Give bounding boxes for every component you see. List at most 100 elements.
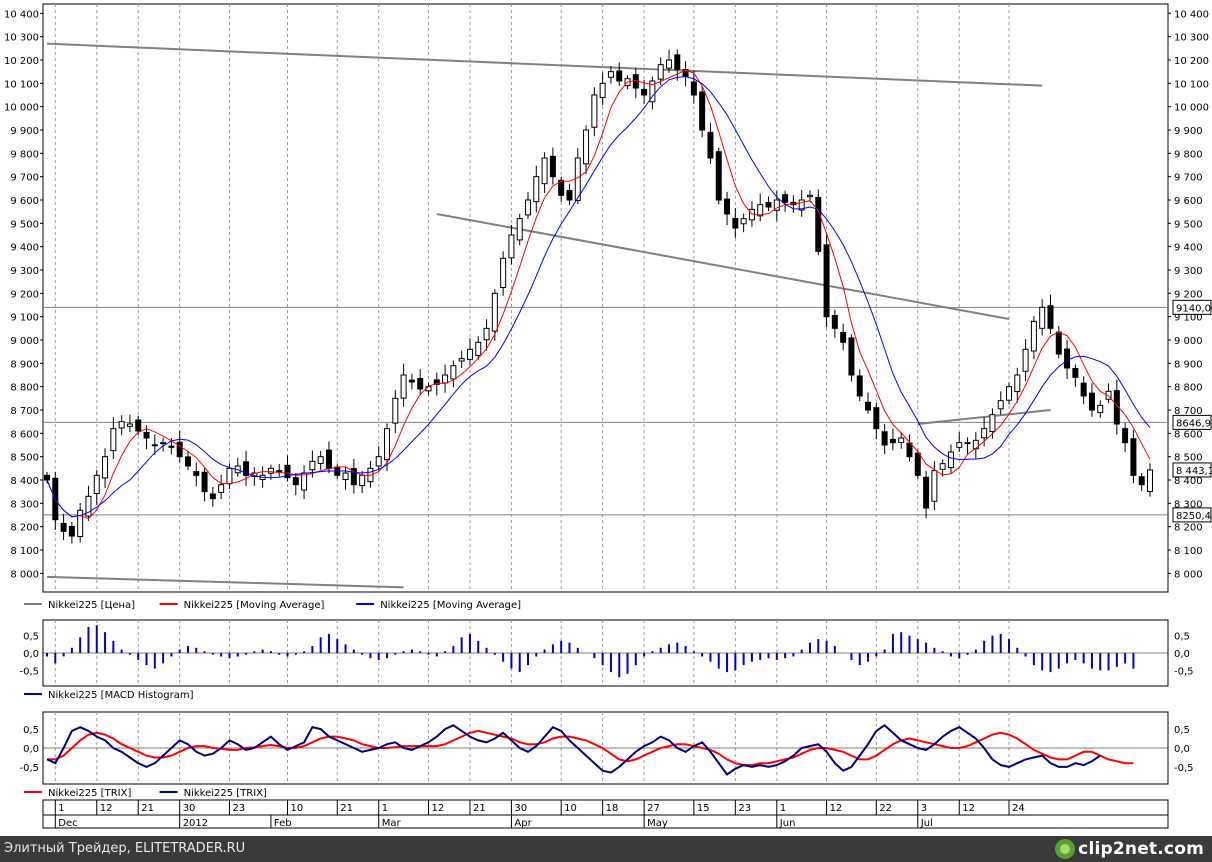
- candle-body: [707, 131, 714, 159]
- macd-tick-label: -0,5: [19, 666, 39, 677]
- candle-body: [923, 476, 930, 509]
- price-tag-box: [1172, 507, 1212, 523]
- moving-averages: [46, 69, 1151, 520]
- y-tick-label: 9 100: [1174, 313, 1203, 324]
- month-label: 2012: [183, 818, 208, 829]
- trix-tick-label: -0,5: [1174, 763, 1194, 774]
- y-tick-label: 8 700: [10, 406, 39, 417]
- candle-body: [699, 91, 706, 131]
- price-tag: 9140,00: [1172, 299, 1212, 315]
- y-tick-label: 9 600: [10, 196, 39, 207]
- footer-credit: Элитный Трейдер, ELITETRADER.RU: [4, 841, 246, 856]
- candle-body: [939, 463, 946, 470]
- candle-body: [898, 437, 905, 443]
- candle-body: [732, 217, 739, 229]
- x-tick-label: 21: [141, 803, 154, 814]
- candle-body: [1147, 469, 1153, 492]
- candle-body: [77, 509, 84, 537]
- candle-body: [889, 438, 896, 444]
- price-tag-box: [1172, 299, 1212, 315]
- macd-legend: Nikkei225 [MACD Histogram]: [24, 690, 194, 701]
- candle-body: [840, 332, 847, 343]
- candle-body: [417, 378, 424, 390]
- y-tick-label: 9 200: [10, 289, 39, 300]
- candle-body: [359, 474, 366, 487]
- candle-body: [1022, 348, 1029, 372]
- candle-body: [690, 81, 697, 96]
- candle-body: [972, 439, 979, 450]
- candle-body: [881, 431, 888, 446]
- y-tick-label: 9 500: [1174, 219, 1203, 230]
- candle-body: [549, 155, 556, 178]
- trix-lines: [43, 724, 1168, 776]
- price-tag-label: 8646,9: [1176, 418, 1211, 429]
- y-tick-label: 8 200: [10, 523, 39, 534]
- stock-chart: 8 000 8 000 8 100 8 100 8 200 8 200 8 300 8 300…: [4, 3, 1212, 829]
- macd-tick-label: 0,0: [1174, 649, 1190, 660]
- candle-body: [433, 379, 440, 385]
- candle-body: [848, 337, 855, 376]
- x-axis-frame: [42, 799, 1169, 829]
- candle-body: [458, 358, 465, 362]
- candle-body: [740, 218, 747, 225]
- candle-body: [500, 257, 507, 289]
- y-tick-label: 10 300: [4, 33, 39, 44]
- y-tick-label: 9 200: [1174, 289, 1203, 300]
- candle-body: [160, 442, 167, 445]
- candle-body: [1097, 404, 1104, 414]
- y-tick-label: 8 300: [1174, 499, 1203, 510]
- trix-tick-label: 0,0: [1174, 744, 1190, 755]
- candle-body: [276, 470, 283, 473]
- trix-tick-label: 0,5: [1174, 725, 1190, 736]
- candle-body: [292, 477, 299, 486]
- y-tick-label: 10 300: [1174, 33, 1209, 44]
- candle-body: [865, 401, 872, 411]
- y-tick-label: 8 200: [1174, 523, 1203, 534]
- macd-tick-label: -0,5: [1174, 666, 1194, 677]
- trix-line: [46, 724, 1101, 776]
- trendlines: [46, 42, 1051, 589]
- candle-body: [1047, 305, 1054, 329]
- y-tick-label: 8 100: [10, 546, 39, 557]
- candle-body: [110, 428, 117, 452]
- candle-body: [599, 82, 606, 99]
- candle-body: [981, 428, 988, 439]
- candle-body: [947, 451, 954, 469]
- candle-body: [914, 452, 921, 476]
- candle-body: [267, 467, 274, 474]
- price-tag-label: 8 443,1: [1176, 466, 1212, 477]
- candle-body: [1039, 306, 1046, 329]
- month-label: Jul: [920, 818, 933, 829]
- y-tick-label: 8 500: [10, 453, 39, 464]
- y-tick-label: 10 100: [4, 79, 39, 90]
- y-tick-label: 8 900: [1174, 359, 1203, 370]
- trix-tick-label: -0,5: [19, 763, 39, 774]
- y-tick-label: 9 100: [10, 313, 39, 324]
- x-tick-label: 1: [382, 803, 388, 814]
- y-tick-label: 8 400: [10, 476, 39, 487]
- candle-body: [193, 471, 200, 476]
- candle-body: [815, 196, 822, 252]
- candle-body: [392, 397, 399, 424]
- candle-body: [243, 461, 250, 476]
- candle-body: [325, 449, 332, 469]
- y-tick-label: 8 000: [10, 569, 39, 580]
- y-tick-label: 10 000: [1174, 103, 1209, 114]
- price-tag-box: [1172, 414, 1212, 430]
- price-tag-label: 8250,4: [1176, 511, 1211, 522]
- candle-body: [873, 407, 880, 430]
- price-tag: 8250,4: [1172, 507, 1212, 523]
- y-tick-label: 8 000: [1174, 569, 1203, 580]
- macd-y-axis: -0,5 -0,5 0,0 0,0 0,5 0,5: [19, 632, 1193, 678]
- y-tick-label: 10 400: [1174, 9, 1209, 20]
- candle-body: [525, 199, 532, 216]
- price-y-axis: 8 000 8 000 8 100 8 100 8 200 8 200 8 300 8 300…: [4, 9, 1209, 580]
- x-tick-label: 27: [647, 803, 660, 814]
- candle-body: [558, 179, 565, 196]
- price-tag: 8646,9: [1172, 414, 1212, 430]
- y-tick-label: 9 700: [1174, 173, 1203, 184]
- candle-body: [1105, 390, 1112, 400]
- x-tick-label: 12: [431, 803, 444, 814]
- candle-body: [1088, 392, 1095, 411]
- candle-body: [715, 151, 722, 201]
